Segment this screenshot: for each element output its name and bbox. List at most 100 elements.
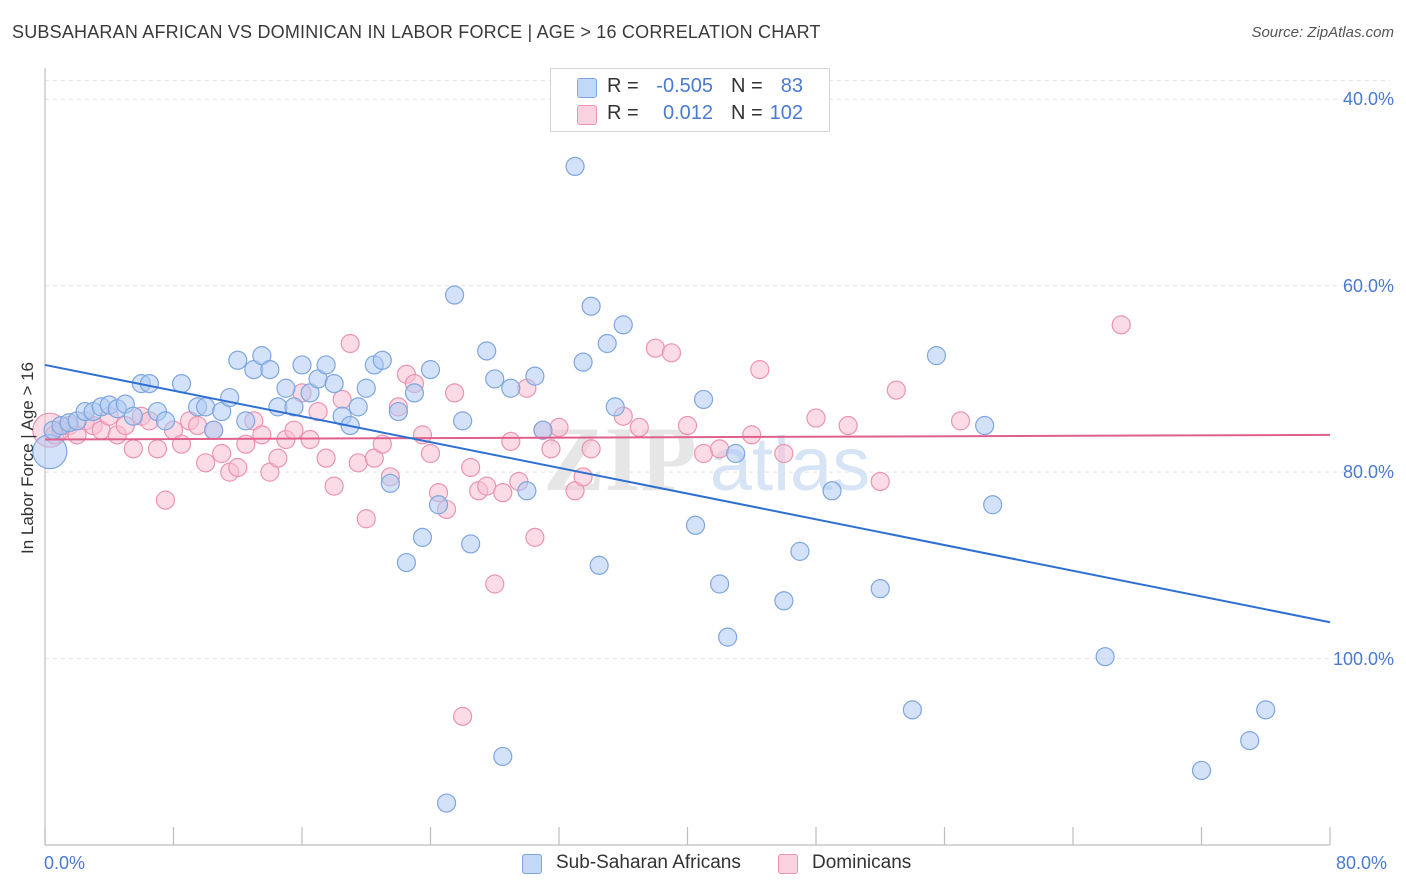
data-point	[171, 373, 192, 394]
data-point	[685, 515, 706, 535]
data-point	[204, 420, 224, 440]
data-point	[693, 389, 714, 410]
bottom-legend-label: Sub-Saharan Africans	[556, 852, 741, 873]
data-point	[155, 490, 176, 510]
data-point	[549, 417, 569, 437]
data-point	[710, 439, 730, 459]
data-point	[477, 476, 497, 496]
data-point	[428, 495, 449, 515]
data-point	[123, 439, 143, 459]
data-point	[123, 406, 143, 426]
data-point	[493, 483, 513, 503]
data-point	[477, 341, 497, 361]
data-point	[605, 397, 625, 417]
data-point	[348, 397, 368, 417]
data-point	[284, 397, 304, 417]
data-point	[718, 627, 738, 647]
data-point	[525, 366, 545, 386]
data-point	[252, 425, 272, 445]
data-point	[581, 439, 601, 459]
data-point	[1111, 315, 1131, 335]
data-point	[372, 350, 392, 370]
data-point	[501, 378, 521, 398]
data-point	[332, 389, 352, 410]
data-point	[292, 355, 312, 375]
data-point	[147, 439, 168, 459]
data-point	[420, 443, 441, 464]
data-point	[196, 397, 216, 417]
data-point	[356, 509, 376, 529]
legend-n-label: N =	[731, 102, 763, 124]
data-point	[774, 591, 794, 611]
data-point	[950, 411, 971, 431]
y-tick-label: 40.0%	[1342, 89, 1394, 110]
data-point	[380, 473, 400, 493]
data-point	[171, 434, 192, 454]
trend-line-dominicans	[44, 433, 1331, 441]
trend-lines	[44, 363, 1331, 624]
data-point	[324, 373, 344, 394]
data-point	[348, 453, 368, 473]
data-point	[645, 338, 665, 358]
y-tick-label: 60.0%	[1342, 275, 1394, 296]
legend-row-sub-saharan: R = -0.505 N = 83	[551, 74, 829, 100]
data-point	[268, 448, 288, 468]
data-point	[613, 315, 633, 335]
data-point	[589, 555, 609, 575]
data-point	[493, 746, 513, 767]
legend-r-value: 0.012	[662, 102, 713, 124]
data-point	[196, 453, 216, 473]
trend-line-sub-saharan	[44, 363, 1331, 624]
data-point	[1256, 700, 1276, 720]
data-point	[228, 350, 248, 370]
legend-r-value: -0.505	[656, 75, 713, 97]
x-tick-max: 80.0%	[1336, 853, 1388, 873]
data-point	[324, 476, 344, 496]
data-point	[870, 579, 890, 599]
chart-title: SUBSAHARAN AFRICAN VS DOMINICAN IN LABOR…	[12, 22, 821, 42]
data-point	[533, 420, 553, 440]
data-point	[902, 700, 922, 720]
data-point	[501, 431, 521, 451]
data-point	[517, 481, 537, 501]
data-point	[461, 457, 481, 478]
data-point	[212, 443, 232, 464]
data-point	[806, 408, 826, 428]
bottom-swatch-pink	[778, 854, 798, 874]
data-point	[886, 380, 906, 400]
data-point	[396, 552, 417, 573]
data-point	[436, 793, 457, 813]
data-point	[975, 415, 995, 436]
data-point	[774, 443, 794, 464]
data-point	[742, 425, 762, 445]
y-tick-label: 80.0%	[1342, 462, 1394, 483]
data-point	[276, 378, 296, 398]
data-point	[316, 355, 336, 375]
data-point	[228, 457, 248, 478]
data-point	[597, 333, 617, 354]
x-tick-min: 0.0%	[44, 853, 86, 873]
legend-row-dominicans: R = 0.012 N = 102	[551, 101, 829, 127]
data-point	[485, 574, 505, 594]
data-point	[420, 360, 441, 380]
y-axis-label: In Labor Force | Age > 16	[18, 361, 37, 555]
data-point	[822, 481, 842, 501]
legend-n-value: 83	[780, 75, 803, 97]
data-point	[340, 333, 360, 354]
data-point	[581, 296, 601, 316]
data-point	[710, 574, 730, 594]
data-point	[453, 706, 473, 726]
data-point	[790, 541, 810, 561]
data-point	[629, 417, 649, 437]
data-point	[870, 471, 890, 492]
data-point	[284, 420, 304, 440]
data-point	[461, 534, 481, 554]
data-point	[541, 439, 561, 459]
data-point	[356, 378, 376, 398]
data-point	[236, 411, 256, 431]
legend-r-label: R =	[607, 75, 639, 97]
data-point	[372, 434, 392, 454]
data-point	[187, 415, 208, 436]
data-point	[838, 415, 858, 436]
